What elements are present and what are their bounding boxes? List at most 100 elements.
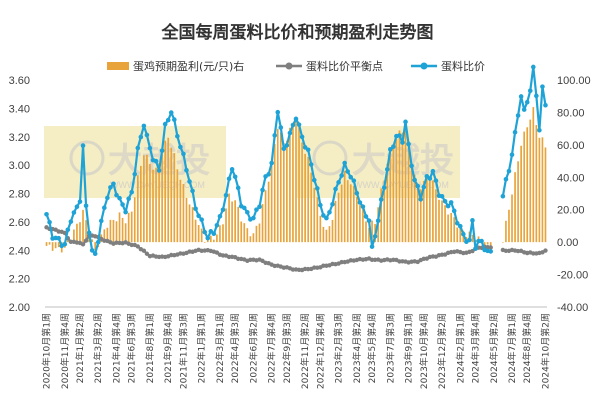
profit-bar <box>313 187 316 243</box>
profit-bar <box>298 127 300 243</box>
ratio-point <box>138 134 144 140</box>
profit-bar <box>413 174 416 243</box>
profit-bar <box>197 224 200 243</box>
axes: 2.00 2.20 2.40 2.60 2.80 3.00 3.20 3.40 3.60 -40.… <box>9 75 591 314</box>
profit-bar <box>57 242 60 248</box>
profit-bar <box>407 141 410 243</box>
profit-bar <box>429 176 431 243</box>
ratio-point <box>324 215 329 221</box>
balance-point <box>235 256 241 262</box>
ratio-point <box>515 113 521 118</box>
balance-point <box>369 257 375 263</box>
ratio-point <box>454 220 460 226</box>
profit-bar <box>85 220 87 243</box>
profit-bar <box>392 148 395 243</box>
profit-bar <box>343 170 346 243</box>
ratio-point <box>521 107 527 112</box>
ratio-point <box>165 117 171 123</box>
ratio-point <box>318 202 323 208</box>
ratio-point <box>534 93 539 99</box>
profit-bar <box>176 169 179 243</box>
x-tick-label: 2022年7月第4周 <box>266 313 278 383</box>
profit-bar <box>307 156 309 243</box>
ratio-point <box>421 184 427 190</box>
ratio-point <box>114 192 119 198</box>
ratio-point <box>342 160 347 166</box>
profit-bar <box>209 235 212 243</box>
ratio-point <box>488 249 494 254</box>
profit-bar <box>149 163 151 243</box>
ratio-point <box>531 64 536 70</box>
ratio-point <box>281 146 287 152</box>
profit-bar <box>520 145 522 243</box>
chart-title: 全国每周蛋料比价和预期盈利走势图 <box>161 22 434 43</box>
profit-bar <box>73 229 75 243</box>
balance-point <box>470 248 475 254</box>
ratio-point <box>500 193 506 199</box>
ratio-point <box>451 208 457 214</box>
profit-bar <box>118 212 121 243</box>
profit-bar <box>419 189 422 243</box>
profit-bar <box>249 236 252 243</box>
profit-bar <box>54 242 57 249</box>
profit-bar <box>109 219 112 243</box>
ratio-point <box>123 209 128 215</box>
x-tick-label: 2020年11月第4周 <box>59 313 71 389</box>
ratio-point <box>506 168 512 174</box>
x-tick-label: 2023年12月第2周 <box>436 313 448 389</box>
profit-bar <box>322 226 325 243</box>
profit-bar <box>45 242 48 246</box>
ratio-point <box>293 116 299 122</box>
ratio-point <box>360 204 366 209</box>
profit-bar <box>346 180 349 243</box>
balance-point <box>135 244 140 249</box>
watermark-logo-left <box>69 140 105 176</box>
profit-bar <box>94 242 97 251</box>
profit-bar <box>529 119 532 243</box>
profit-bar <box>188 204 191 243</box>
ratio-point <box>409 163 414 169</box>
ratio-point <box>153 158 159 164</box>
profit-bar <box>316 197 319 243</box>
profit-bar <box>164 140 167 243</box>
x-tick-label: 2023年2月第3周 <box>333 313 345 383</box>
ratio-point <box>305 147 311 153</box>
profit-bar <box>76 223 78 243</box>
profit-bar <box>255 225 258 243</box>
ratio-point <box>105 195 110 201</box>
profit-bar <box>228 193 230 243</box>
profit-bar <box>398 130 401 243</box>
ratio-point <box>77 199 83 204</box>
x-tick-label: 2024年10月第2周 <box>539 313 551 389</box>
profit-bar <box>359 205 361 243</box>
ratio-point <box>260 187 265 193</box>
profit-bar <box>152 169 154 243</box>
profit-bar <box>328 226 331 243</box>
profit-bar <box>471 234 474 243</box>
profit-bar <box>349 184 352 243</box>
x-tick-label: 2024年2月第1周 <box>454 313 466 383</box>
profit-bar <box>310 172 313 243</box>
x-tick-label: 2024年8月第4周 <box>521 313 533 383</box>
profit-bar <box>213 239 215 243</box>
profit-bar <box>246 228 249 243</box>
ratio-point <box>473 246 478 251</box>
profit-bar <box>267 181 270 243</box>
profit-bar <box>167 137 170 243</box>
profit-bar <box>112 219 115 243</box>
x-tick-label: 2022年6月第2周 <box>247 313 259 383</box>
profit-bar <box>206 239 209 243</box>
profit-bar <box>444 205 446 243</box>
ratio-point <box>251 215 256 221</box>
ratio-point <box>111 181 116 187</box>
profit-bar <box>91 239 93 243</box>
y-left-tick-label: 3.00 <box>9 160 30 172</box>
ratio-point <box>439 193 445 199</box>
profit-bar <box>416 186 419 243</box>
legend-marker-balance <box>285 62 293 70</box>
ratio-point <box>269 160 274 166</box>
balance-point <box>397 259 402 264</box>
watermark-logo-right <box>312 140 348 176</box>
series-lines <box>44 64 548 273</box>
